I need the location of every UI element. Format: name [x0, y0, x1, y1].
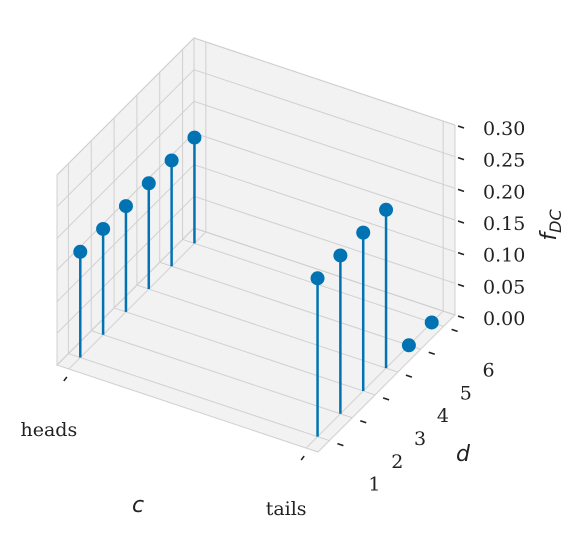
z-grid-line [56, 69, 195, 208]
z-tick [457, 283, 465, 288]
z-label-main: f [537, 230, 562, 241]
z-label-sub: DC [546, 209, 565, 233]
panes [56, 36, 456, 453]
z-grid-line [193, 195, 456, 284]
x-tick-label: heads [20, 419, 77, 441]
y-tick [428, 351, 436, 356]
stem-marker [356, 225, 371, 240]
z-tick [457, 188, 465, 193]
y-tick [405, 374, 413, 378]
x-tick [300, 455, 305, 461]
stem-marker [401, 338, 416, 353]
z-tick [457, 125, 465, 129]
x-axis-label: c [132, 493, 144, 518]
z-grid-line [193, 227, 456, 316]
x-grid-line [305, 310, 444, 449]
z-tick-label: 0.00 [483, 308, 525, 330]
z-tick-label: 0.30 [483, 118, 525, 140]
y-grid-line [68, 353, 330, 442]
stem-marker [310, 271, 325, 286]
y-grid-line [91, 330, 353, 419]
y-axis-label: d [456, 442, 471, 467]
z-tick [457, 251, 465, 256]
y-tick [382, 397, 390, 401]
z-grid-line [193, 37, 456, 126]
stem-marker [73, 244, 88, 259]
x-grid-line [68, 231, 207, 370]
y-tick [359, 419, 367, 424]
z-grid-line [193, 100, 456, 189]
z-axis-label: fDC [537, 209, 565, 241]
y-tick-label: 5 [460, 382, 472, 404]
stem-marker [96, 221, 111, 236]
y-grid-line [159, 261, 421, 350]
z-tick-label: 0.25 [483, 150, 525, 172]
y-tick-label: 1 [368, 474, 380, 496]
y-grid-line [136, 284, 399, 373]
z-tick [457, 315, 465, 319]
stem-marker [187, 130, 202, 145]
z-tick [457, 220, 465, 224]
z-tick-label: 0.10 [483, 245, 525, 267]
z-tick-label: 0.05 [483, 276, 525, 298]
y-tick [451, 328, 458, 333]
z-tick-label: 0.15 [483, 213, 525, 235]
z-grid-line [56, 100, 195, 239]
y-grid-line [113, 307, 376, 396]
z-tick-label: 0.20 [483, 181, 525, 203]
x-tick-label: tails [266, 498, 307, 520]
y-tick-label: 2 [391, 451, 403, 473]
z-grid-line [193, 132, 456, 221]
stem-marker [424, 315, 439, 330]
stem-marker [164, 153, 179, 168]
z-grid-line [193, 164, 456, 253]
y-tick-label: 6 [483, 359, 495, 381]
y-tick [337, 442, 344, 447]
stem-marker [379, 202, 394, 217]
z-grid-line [56, 37, 195, 176]
y-tick-label: 3 [414, 428, 426, 450]
y-tick-label: 4 [437, 405, 449, 427]
x-tick [63, 376, 68, 382]
z-tick [457, 156, 465, 161]
stem-marker [118, 199, 133, 214]
stem-marker [333, 248, 348, 263]
stem-marker [141, 176, 156, 191]
z-grid-line [193, 69, 456, 158]
